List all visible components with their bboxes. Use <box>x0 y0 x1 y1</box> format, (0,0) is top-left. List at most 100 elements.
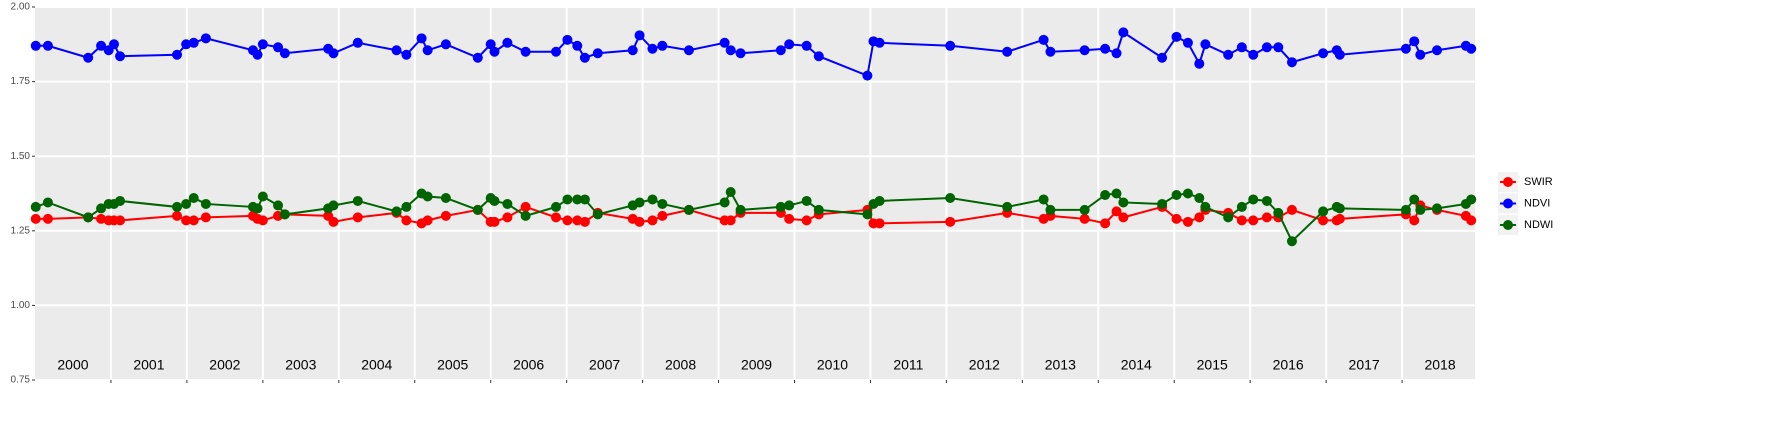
y-tick-label: 0.75 <box>11 375 31 386</box>
data-point <box>188 192 199 203</box>
x-tick-label: 2008 <box>665 357 696 373</box>
data-point <box>1038 34 1049 45</box>
data-point <box>1236 201 1247 212</box>
data-point <box>634 216 645 227</box>
data-point <box>1182 188 1193 199</box>
data-point <box>1171 189 1182 200</box>
data-point <box>1002 201 1013 212</box>
data-point <box>1318 215 1329 226</box>
data-point <box>562 194 573 205</box>
data-point <box>725 187 736 198</box>
data-point <box>328 48 339 59</box>
data-point <box>657 210 668 221</box>
data-point <box>1466 215 1477 226</box>
data-point <box>273 42 284 53</box>
data-point <box>874 218 885 229</box>
data-point <box>945 40 956 51</box>
data-point <box>1038 194 1049 205</box>
data-point <box>634 197 645 208</box>
data-point <box>719 37 730 48</box>
data-point <box>520 210 531 221</box>
data-point <box>1182 37 1193 48</box>
data-point <box>813 204 824 215</box>
data-point <box>683 204 694 215</box>
data-point <box>1273 207 1284 218</box>
data-point <box>801 40 812 51</box>
data-point <box>1111 48 1122 59</box>
data-point <box>115 215 126 226</box>
data-point <box>30 213 41 224</box>
data-point <box>784 200 795 211</box>
legend-dot <box>1503 198 1513 209</box>
data-point <box>1248 215 1259 226</box>
data-point <box>257 39 268 50</box>
data-point <box>252 49 263 60</box>
x-tick-label: 2000 <box>57 357 88 373</box>
data-point <box>562 34 573 45</box>
data-point <box>401 201 412 212</box>
data-point <box>1118 197 1129 208</box>
x-tick-label: 2015 <box>1197 357 1228 373</box>
data-point <box>1111 206 1122 217</box>
data-point <box>1409 194 1420 205</box>
data-point <box>172 210 183 221</box>
data-point <box>328 216 339 227</box>
data-point <box>440 210 451 221</box>
data-point <box>489 195 500 206</box>
data-point <box>1194 58 1205 69</box>
data-point <box>181 198 192 209</box>
data-point <box>1118 27 1129 38</box>
data-point <box>1334 49 1345 60</box>
data-point <box>96 203 107 214</box>
data-point <box>172 49 183 60</box>
data-point <box>115 51 126 62</box>
data-point <box>862 209 873 220</box>
data-point <box>801 215 812 226</box>
data-point <box>42 213 53 224</box>
data-point <box>502 37 513 48</box>
data-point <box>627 45 638 56</box>
x-tick-label: 2001 <box>133 357 164 373</box>
data-point <box>352 37 363 48</box>
data-point <box>572 215 583 226</box>
data-point <box>735 204 746 215</box>
data-point <box>1100 218 1111 229</box>
data-point <box>1157 52 1168 63</box>
data-point <box>1236 215 1247 226</box>
x-tick-label: 2016 <box>1273 357 1304 373</box>
data-point <box>1334 213 1345 224</box>
data-point <box>1100 189 1111 200</box>
data-point <box>683 45 694 56</box>
data-point <box>502 198 513 209</box>
data-point <box>257 215 268 226</box>
x-tick-label: 2012 <box>969 357 1000 373</box>
data-point <box>188 37 199 48</box>
data-point <box>647 43 658 54</box>
x-tick-label: 2011 <box>893 357 923 373</box>
data-point <box>579 194 590 205</box>
data-point <box>874 37 885 48</box>
data-point <box>551 201 562 212</box>
data-point <box>42 40 53 51</box>
x-tick-label: 2013 <box>1045 357 1076 373</box>
data-point <box>1466 43 1477 54</box>
data-point <box>391 45 402 56</box>
y-tick-label: 1.25 <box>11 225 31 236</box>
data-point <box>647 194 658 205</box>
data-point <box>1200 39 1211 50</box>
data-point <box>200 33 211 44</box>
data-point <box>1045 204 1056 215</box>
data-point <box>83 52 94 63</box>
data-point <box>775 201 786 212</box>
data-point <box>579 52 590 63</box>
data-point <box>862 70 873 81</box>
data-point <box>279 209 290 220</box>
data-point <box>1286 57 1297 68</box>
data-point <box>83 212 94 223</box>
data-point <box>1334 203 1345 214</box>
data-point <box>352 212 363 223</box>
legend-label: NDVI <box>1524 197 1550 209</box>
data-point <box>784 213 795 224</box>
data-point <box>1223 212 1234 223</box>
